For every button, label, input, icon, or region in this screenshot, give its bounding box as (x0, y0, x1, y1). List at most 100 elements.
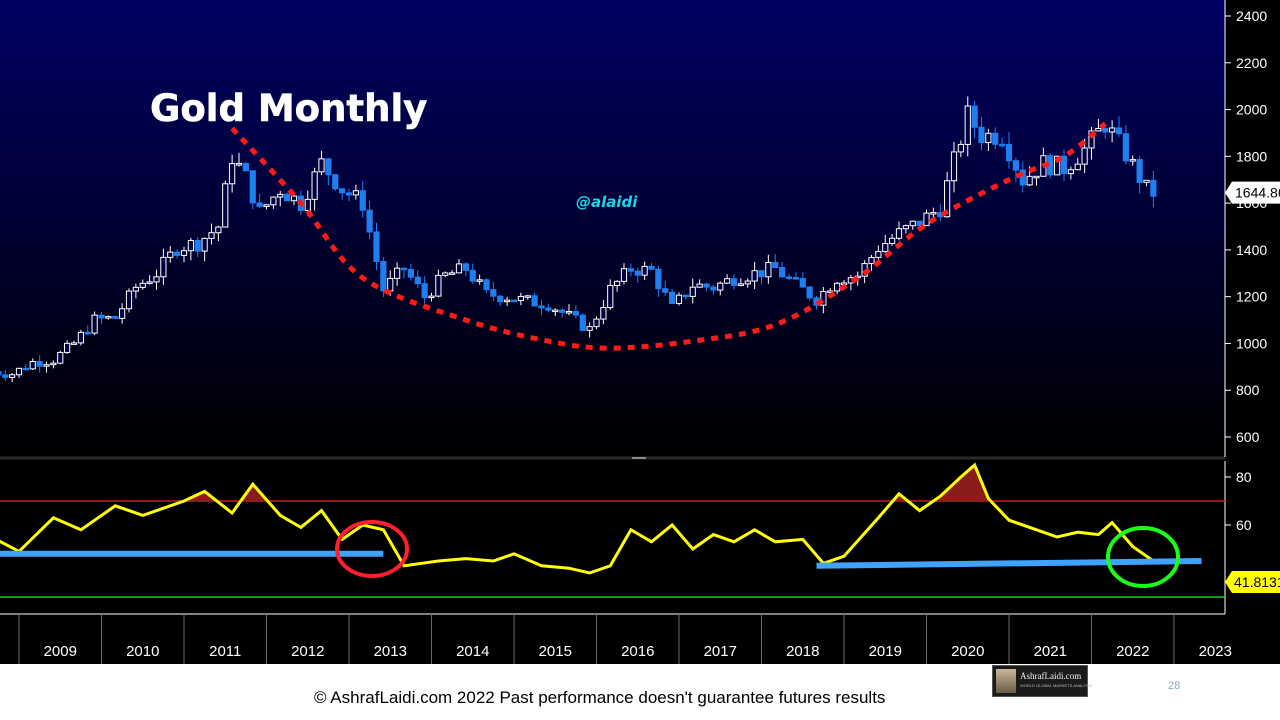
candle-body (909, 220, 916, 227)
candle-body (703, 283, 710, 288)
candle-body (1102, 127, 1109, 133)
candle-body (971, 105, 978, 128)
price-tick-label: 600 (1236, 429, 1260, 445)
price-tick-label: 1000 (1236, 335, 1267, 351)
candle-body (1054, 155, 1061, 176)
candle-body (730, 278, 738, 286)
candle-body (772, 262, 779, 269)
candle-body (1019, 169, 1026, 186)
candle-body (552, 309, 559, 313)
candle-body (737, 283, 744, 286)
candle-body (359, 190, 366, 211)
candle-body (758, 270, 765, 278)
candle-body (882, 243, 889, 253)
candle-body (105, 316, 112, 319)
candle-body (476, 279, 483, 282)
page-number: 28 (1168, 680, 1181, 692)
candle-body (139, 282, 146, 288)
year-label: 2023 (1199, 643, 1232, 660)
candle-body (964, 105, 971, 145)
candle-body (490, 289, 497, 297)
candle-body (332, 174, 339, 190)
candle-body (724, 278, 731, 284)
candle-body (531, 295, 538, 307)
candle-body (992, 132, 999, 145)
candle-body (146, 281, 153, 284)
candle-body (978, 126, 985, 144)
candle-body (593, 318, 600, 328)
candle-body (153, 276, 160, 283)
ashraflaidi-logo[interactable]: AshrafLaidi.com WORLD GLOBAL MARKETS ANA… (992, 665, 1092, 697)
candle-body (50, 362, 57, 366)
candle-body (545, 307, 552, 311)
candle-body (950, 151, 958, 182)
candle-body (125, 290, 133, 310)
candle-body (462, 263, 469, 271)
year-label: 2013 (374, 643, 407, 660)
candle-body (806, 286, 813, 299)
candle-body (194, 239, 201, 252)
year-label: 2019 (869, 643, 902, 660)
candle-body (15, 367, 23, 376)
candle-body (311, 171, 318, 200)
candle-body (1012, 160, 1019, 171)
candle-body (820, 291, 827, 306)
candle-body (112, 316, 119, 319)
candle-body (999, 143, 1006, 147)
candle-body (208, 232, 215, 239)
red-circle-annotation (335, 520, 409, 578)
candle-body (22, 367, 29, 371)
candle-body (187, 239, 194, 252)
candle-body (70, 342, 78, 345)
price-tick-label: 1800 (1236, 148, 1267, 164)
candle-body (517, 295, 524, 302)
candle-body (1033, 175, 1040, 179)
candle-body (751, 270, 758, 282)
candle-body (655, 268, 662, 290)
candle-body (710, 286, 717, 291)
candle-body (318, 158, 325, 173)
year-label: 2021 (1034, 643, 1067, 660)
candle-body (407, 269, 414, 278)
candle-body (304, 198, 311, 211)
candle-body (1074, 163, 1081, 171)
candle-body (242, 163, 249, 172)
logo-portrait-icon (996, 669, 1016, 693)
candle-body (284, 193, 291, 202)
candle-body (43, 364, 50, 367)
candle-body (1143, 179, 1150, 183)
candle-body (36, 361, 43, 367)
candle-body (1088, 130, 1095, 149)
candle-body (1122, 133, 1129, 162)
candle-body (916, 220, 923, 227)
candle-body (57, 351, 64, 364)
candle-body (717, 282, 724, 291)
candle-body (64, 342, 71, 353)
candle-body (957, 143, 964, 153)
copyright-notice: © AshrafLaidi.com 2022 Past performance … (314, 688, 886, 707)
indicator-tick-label: 80 (1236, 469, 1252, 485)
candle-body (91, 314, 98, 334)
candle-body (1005, 143, 1013, 162)
candlestick-series (0, 96, 1157, 383)
candle-body (923, 212, 930, 227)
candle-body (765, 262, 772, 278)
candle-body (944, 180, 951, 218)
candle-body (1136, 159, 1143, 183)
candle-body (167, 251, 174, 258)
candle-body (428, 295, 435, 299)
candle-body (455, 263, 463, 274)
candle-body (325, 158, 332, 176)
price-tick-label: 2000 (1236, 102, 1267, 118)
candle-body (895, 228, 903, 239)
candle-body (1115, 127, 1123, 135)
indicator-last-label: 41.8131 (1234, 574, 1280, 590)
candle-body (586, 326, 593, 331)
candle-body (669, 291, 676, 304)
candle-body (222, 183, 229, 228)
candle-body (559, 309, 566, 313)
indicator-last-tag: 41.8131 (1225, 571, 1280, 593)
candle-body (270, 196, 277, 206)
candle-body (119, 308, 126, 319)
chart-canvas: 60080010001200140016001800200022002400 1… (0, 0, 1280, 664)
